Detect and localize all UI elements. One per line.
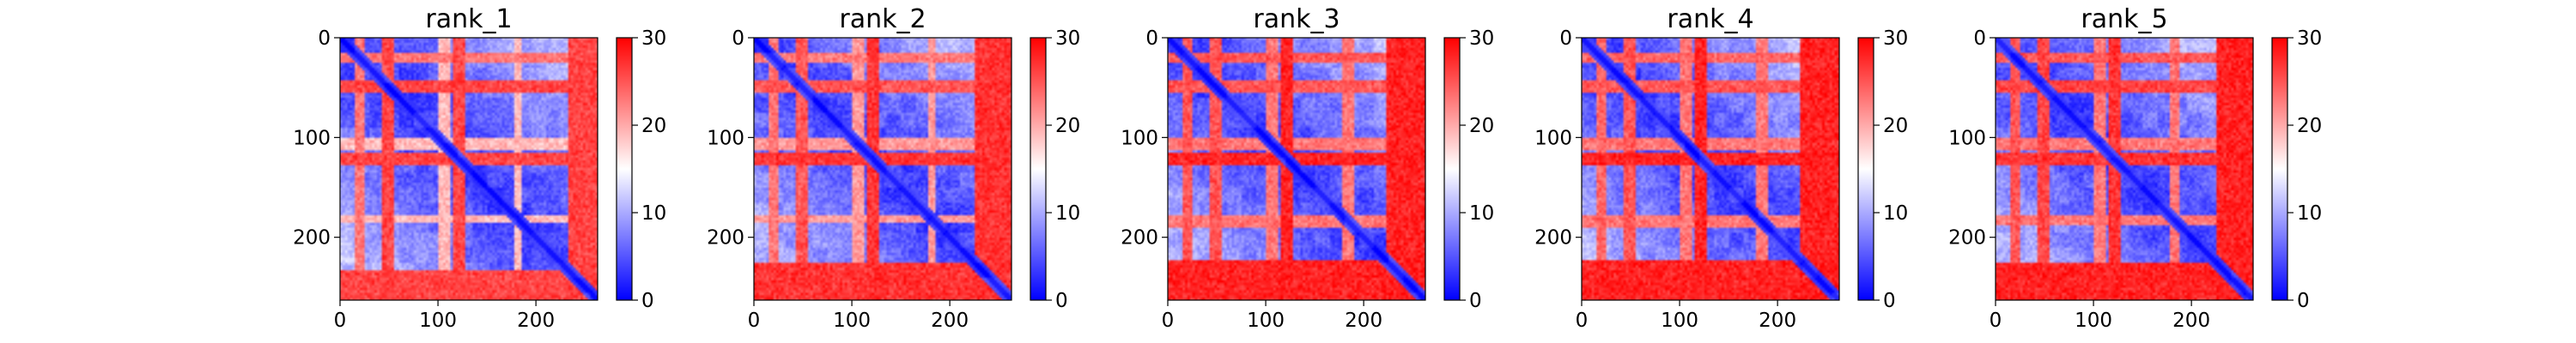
y-tick-label: 200 bbox=[1948, 227, 1986, 250]
colorbar-frame bbox=[616, 37, 633, 301]
y-tick-label: 0 bbox=[318, 27, 331, 50]
heatmap-panel-4: rank_4 0 100 200 0 100 200 0 10 20 30 bbox=[1534, 4, 1908, 332]
colorbar-tick-label: 0 bbox=[1883, 290, 1896, 312]
heatmap-cells bbox=[1996, 38, 2253, 300]
colorbar-tick-label: 0 bbox=[2297, 290, 2310, 312]
x-tick-label: 200 bbox=[1759, 310, 1796, 332]
heatmap-cells bbox=[1168, 38, 1425, 300]
plot-frame bbox=[339, 37, 598, 301]
colorbar bbox=[617, 38, 632, 300]
y-tick-label: 200 bbox=[1534, 227, 1572, 250]
colorbar-tick-label: 10 bbox=[1883, 202, 1908, 225]
heatmap-panel-5: rank_5 0 100 200 0 100 200 0 10 20 30 bbox=[1948, 4, 2322, 332]
x-tick-label: 0 bbox=[748, 310, 761, 332]
y-tick-label: 0 bbox=[1973, 27, 1986, 50]
colorbar-tick-label: 0 bbox=[1469, 290, 1482, 312]
colorbar-tick-label: 20 bbox=[1883, 115, 1908, 137]
plot-frame bbox=[1581, 37, 1840, 301]
y-tick-label: 200 bbox=[293, 227, 331, 250]
y-tick-label: 0 bbox=[1145, 27, 1158, 50]
heatmap-panel-3: rank_3 0 100 200 0 100 200 0 10 20 30 bbox=[1121, 4, 1494, 332]
plot-frame bbox=[1995, 37, 2254, 301]
panel-title: rank_2 bbox=[839, 4, 926, 34]
y-tick-label: 0 bbox=[732, 27, 744, 50]
y-tick-label: 200 bbox=[707, 227, 744, 250]
colorbar-tick-label: 10 bbox=[1469, 202, 1494, 225]
panel-title: rank_5 bbox=[2081, 4, 2167, 34]
x-tick-label: 100 bbox=[1247, 310, 1285, 332]
colorbar-tick-label: 10 bbox=[641, 202, 666, 225]
heatmap-cells bbox=[340, 38, 598, 300]
heatmap-cells bbox=[1582, 38, 1839, 300]
colorbar-tick-label: 30 bbox=[1469, 27, 1494, 50]
colorbar bbox=[1030, 38, 1046, 300]
plot-frame bbox=[1167, 37, 1426, 301]
x-tick-label: 0 bbox=[1576, 310, 1589, 332]
x-tick-label: 0 bbox=[334, 310, 347, 332]
colorbar-tick-label: 20 bbox=[1055, 115, 1080, 137]
colorbar-frame bbox=[2271, 37, 2288, 301]
x-tick-label: 200 bbox=[517, 310, 555, 332]
y-tick-label: 100 bbox=[1121, 127, 1158, 149]
colorbar-tick-label: 0 bbox=[1055, 290, 1068, 312]
colorbar-frame bbox=[1857, 37, 1874, 301]
colorbar-tick-label: 30 bbox=[1055, 27, 1080, 50]
x-tick-label: 200 bbox=[2172, 310, 2210, 332]
heatmap-panel-1: rank_1 0 100 200 0 100 200 0 10 20 30 bbox=[293, 4, 666, 332]
y-tick-label: 200 bbox=[1121, 227, 1158, 250]
heatmap-cells bbox=[754, 38, 1012, 300]
x-tick-label: 100 bbox=[2075, 310, 2112, 332]
colorbar-tick-label: 0 bbox=[641, 290, 654, 312]
colorbar bbox=[1444, 38, 1460, 300]
colorbar bbox=[1858, 38, 1874, 300]
colorbar-tick-label: 20 bbox=[641, 115, 666, 137]
panel-title: rank_3 bbox=[1253, 4, 1340, 34]
colorbar-tick-label: 30 bbox=[2297, 27, 2322, 50]
colorbar-tick-label: 30 bbox=[1883, 27, 1908, 50]
y-tick-label: 100 bbox=[707, 127, 744, 149]
colorbar-tick-label: 20 bbox=[1469, 115, 1494, 137]
x-tick-label: 100 bbox=[419, 310, 457, 332]
colorbar-tick-label: 20 bbox=[2297, 115, 2322, 137]
colorbar-tick-label: 10 bbox=[1055, 202, 1080, 225]
colorbar-frame bbox=[1030, 37, 1047, 301]
x-tick-label: 200 bbox=[1345, 310, 1382, 332]
y-tick-label: 100 bbox=[1948, 127, 1986, 149]
colorbar-tick-label: 30 bbox=[641, 27, 666, 50]
x-tick-label: 0 bbox=[1162, 310, 1175, 332]
y-tick-label: 0 bbox=[1559, 27, 1572, 50]
colorbar-frame bbox=[1443, 37, 1461, 301]
x-tick-label: 0 bbox=[1990, 310, 2002, 332]
colorbar bbox=[2272, 38, 2287, 300]
y-tick-label: 100 bbox=[293, 127, 331, 149]
panel-title: rank_4 bbox=[1667, 4, 1753, 34]
x-tick-label: 100 bbox=[1661, 310, 1698, 332]
x-tick-label: 200 bbox=[931, 310, 969, 332]
x-tick-label: 100 bbox=[833, 310, 871, 332]
heatmap-panel-2: rank_2 0 100 200 0 100 200 0 10 20 30 bbox=[707, 4, 1080, 332]
plot-frame bbox=[753, 37, 1012, 301]
colorbar-tick-label: 10 bbox=[2297, 202, 2322, 225]
panel-title: rank_1 bbox=[425, 4, 512, 34]
y-tick-label: 100 bbox=[1534, 127, 1572, 149]
